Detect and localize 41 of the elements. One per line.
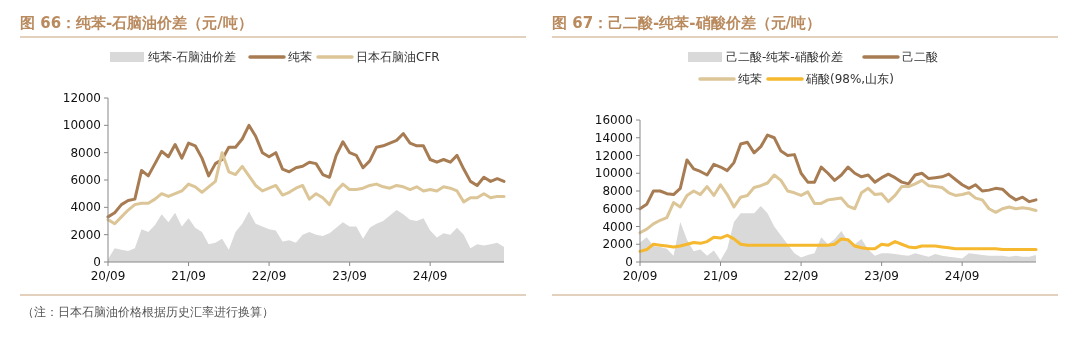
line-series [638, 233, 1038, 253]
x-tick-label: 21/09 [703, 269, 738, 283]
y-tick-label: 10000 [594, 166, 633, 181]
x-tick-label: 23/09 [332, 269, 367, 283]
line-series [106, 151, 506, 226]
y-tick-label: 10000 [62, 118, 101, 133]
x-tick-label: 20/09 [90, 269, 126, 283]
legend-label: 己二酸 [902, 50, 938, 64]
y-tick-label: 12000 [594, 148, 633, 163]
y-tick-label: 4000 [602, 219, 633, 234]
legend-label: 纯苯-石脑油价差 [148, 50, 237, 64]
legend-label: 纯苯 [738, 72, 762, 86]
y-tick-label: 2000 [602, 237, 633, 252]
y-tick-label: 12000 [62, 91, 101, 105]
x-tick-label: 22/09 [783, 269, 819, 283]
y-tick-label: 8000 [602, 184, 633, 198]
legend-label: 己二酸-纯苯-硝酸价差 [726, 50, 843, 64]
chart-title: 图 66：纯苯-石脑油价差（元/吨） [20, 14, 253, 32]
chart-title: 图 67：己二酸-纯苯-硝酸价差（元/吨） [552, 14, 822, 32]
y-tick-label: 6000 [70, 173, 101, 187]
y-tick-label: 0 [625, 255, 633, 269]
y-tick-label: 6000 [602, 201, 633, 216]
y-tick-label: 2000 [70, 227, 101, 242]
y-tick-label: 16000 [594, 113, 633, 127]
x-tick-label: 24/09 [412, 269, 448, 283]
legend-label: 日本石脑油CFR [356, 50, 440, 64]
y-tick-label: 4000 [70, 200, 101, 215]
y-tick-label: 0 [93, 255, 101, 269]
line-series [638, 133, 1038, 211]
x-tick-label: 20/09 [622, 269, 658, 283]
x-tick-label: 24/09 [944, 269, 980, 283]
x-tick-label: 21/09 [171, 269, 206, 283]
text: （注：日本石脑油价格根据历史汇率进行换算） [22, 305, 274, 319]
line-series [106, 123, 506, 219]
y-tick-label: 14000 [594, 130, 633, 145]
legend-label: 硝酸(98%,山东) [805, 72, 894, 86]
x-tick-label: 22/09 [251, 269, 287, 283]
legend-label: 纯苯 [288, 50, 312, 64]
line-series [638, 173, 1038, 235]
y-tick-label: 8000 [70, 145, 101, 160]
x-tick-label: 23/09 [864, 269, 899, 283]
